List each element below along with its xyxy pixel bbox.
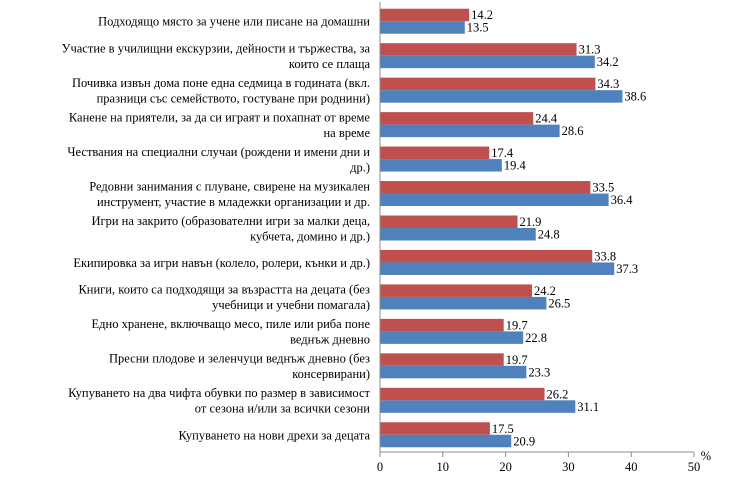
bar-series-2-8 [380, 296, 547, 310]
category-label-11-line-1: от сезона и/или за всички сезони [195, 402, 371, 416]
bar-series-1-12 [380, 422, 490, 435]
data-label-series-1-11: 26.2 [547, 387, 569, 401]
category-label-6-line-0: Игри на закрито (образователни игри за м… [91, 214, 370, 228]
category-label-11-line-0: Купуването на два чифта обувки по размер… [68, 386, 370, 400]
data-label-series-2-7: 37.3 [616, 262, 638, 276]
bar-series-2-6 [380, 228, 536, 241]
data-label-series-2-2: 38.6 [624, 90, 646, 104]
category-label-2-line-1: празници със семейството, гостуване при … [97, 91, 370, 105]
category-label-0-line-0: Подходящо място за учене или писане на д… [98, 15, 370, 29]
data-label-series-2-0: 13.5 [467, 21, 489, 35]
bar-series-1-11 [380, 387, 545, 401]
bar-series-1-10 [380, 353, 504, 366]
data-label-series-2-12: 20.9 [513, 434, 535, 448]
data-label-series-1-0: 14.2 [471, 8, 493, 22]
category-label-2-line-0: Почивка извън дома поне една седмица в г… [72, 76, 370, 90]
bar-series-2-0 [380, 21, 465, 34]
category-label-1-line-0: Участие в училищни екскурзии, дейности и… [62, 41, 371, 55]
category-label-9-line-0: Едно хранене, включващо месо, пиле или р… [92, 317, 371, 331]
data-label-series-1-9: 19.7 [506, 318, 528, 332]
bar-series-1-0 [380, 8, 470, 22]
bar-series-2-4 [380, 159, 502, 172]
bar-series-1-4 [380, 146, 490, 160]
category-label-9-line-1: веднъж дневно [290, 333, 370, 347]
category-label-3-line-0: Канене на приятели, за да си играят и по… [69, 110, 371, 124]
x-tick-label-50: 50 [688, 460, 701, 474]
x-tick-label-30: 30 [562, 460, 575, 474]
bar-series-2-2 [380, 90, 623, 103]
category-label-6-line-1: кубчета, домино и др.) [250, 229, 370, 243]
category-label-4-line-0: Чествания на специални случаи (рождени и… [67, 145, 370, 159]
data-label-series-1-3: 24.4 [535, 112, 558, 126]
category-label-5-line-1: инструмент, участие в младежки организац… [97, 195, 370, 209]
bar-series-1-3 [380, 112, 534, 125]
bar-series-1-7 [380, 249, 593, 263]
data-label-series-1-7: 33.8 [594, 249, 616, 263]
data-label-series-1-12: 17.5 [492, 422, 514, 436]
data-label-series-2-1: 34.2 [597, 55, 619, 69]
bar-series-2-1 [380, 55, 595, 69]
category-label-8-line-1: учебници и учебни помагала) [212, 298, 370, 312]
bar-series-2-12 [380, 434, 512, 448]
category-label-3-line-1: на време [323, 126, 370, 140]
data-label-series-1-8: 24.2 [534, 284, 556, 298]
bar-series-1-8 [380, 284, 532, 297]
data-label-series-2-11: 31.1 [577, 400, 599, 414]
data-label-series-2-5: 36.4 [611, 193, 634, 207]
category-label-10-line-1: консервирани) [292, 367, 370, 381]
data-label-series-1-6: 21.9 [520, 215, 542, 229]
x-tick-label-20: 20 [499, 460, 512, 474]
category-label-1-line-1: които се плаща [289, 57, 371, 71]
bar-series-2-5 [380, 193, 609, 207]
data-label-series-1-5: 33.5 [592, 181, 614, 195]
x-tick-label-0: 0 [377, 460, 383, 474]
data-label-series-2-10: 23.3 [528, 365, 550, 379]
category-label-10-line-0: Пресни плодове и зеленчуци веднъж дневно… [109, 352, 370, 366]
x-tick-label-40: 40 [625, 460, 638, 474]
bar-series-2-11 [380, 400, 576, 413]
unit-label: % [701, 449, 711, 463]
bar-series-2-10 [380, 365, 527, 379]
data-label-series-2-8: 26.5 [548, 296, 570, 310]
data-label-series-2-4: 19.4 [504, 159, 527, 173]
data-label-series-2-6: 24.8 [538, 228, 560, 242]
bar-series-1-9 [380, 318, 504, 332]
x-tick-label-10: 10 [437, 460, 450, 474]
data-label-series-1-4: 17.4 [491, 146, 514, 160]
category-label-7-line-0: Екипировка за игри навън (колело, ролери… [73, 256, 370, 270]
bar-series-1-2 [380, 77, 596, 91]
data-label-series-1-1: 31.3 [579, 43, 601, 57]
bar-series-1-1 [380, 43, 577, 56]
bar-series-2-3 [380, 124, 560, 138]
bar-series-1-5 [380, 181, 591, 194]
bar-series-2-9 [380, 331, 524, 344]
category-label-5-line-0: Редовни занимания с плуване, свирене на … [89, 179, 370, 193]
data-label-series-2-3: 28.6 [562, 124, 584, 138]
bar-series-1-6 [380, 215, 518, 228]
data-label-series-2-9: 22.8 [525, 331, 547, 345]
data-label-series-1-10: 19.7 [506, 353, 528, 367]
category-label-8-line-0: Книги, които са подходящи за възрастта н… [78, 283, 370, 297]
data-label-series-1-2: 34.3 [597, 77, 619, 91]
bar-series-2-7 [380, 262, 615, 275]
category-label-12-line-0: Купуването на нови дрехи за децата [179, 428, 371, 442]
category-label-4-line-1: др.) [350, 160, 370, 174]
